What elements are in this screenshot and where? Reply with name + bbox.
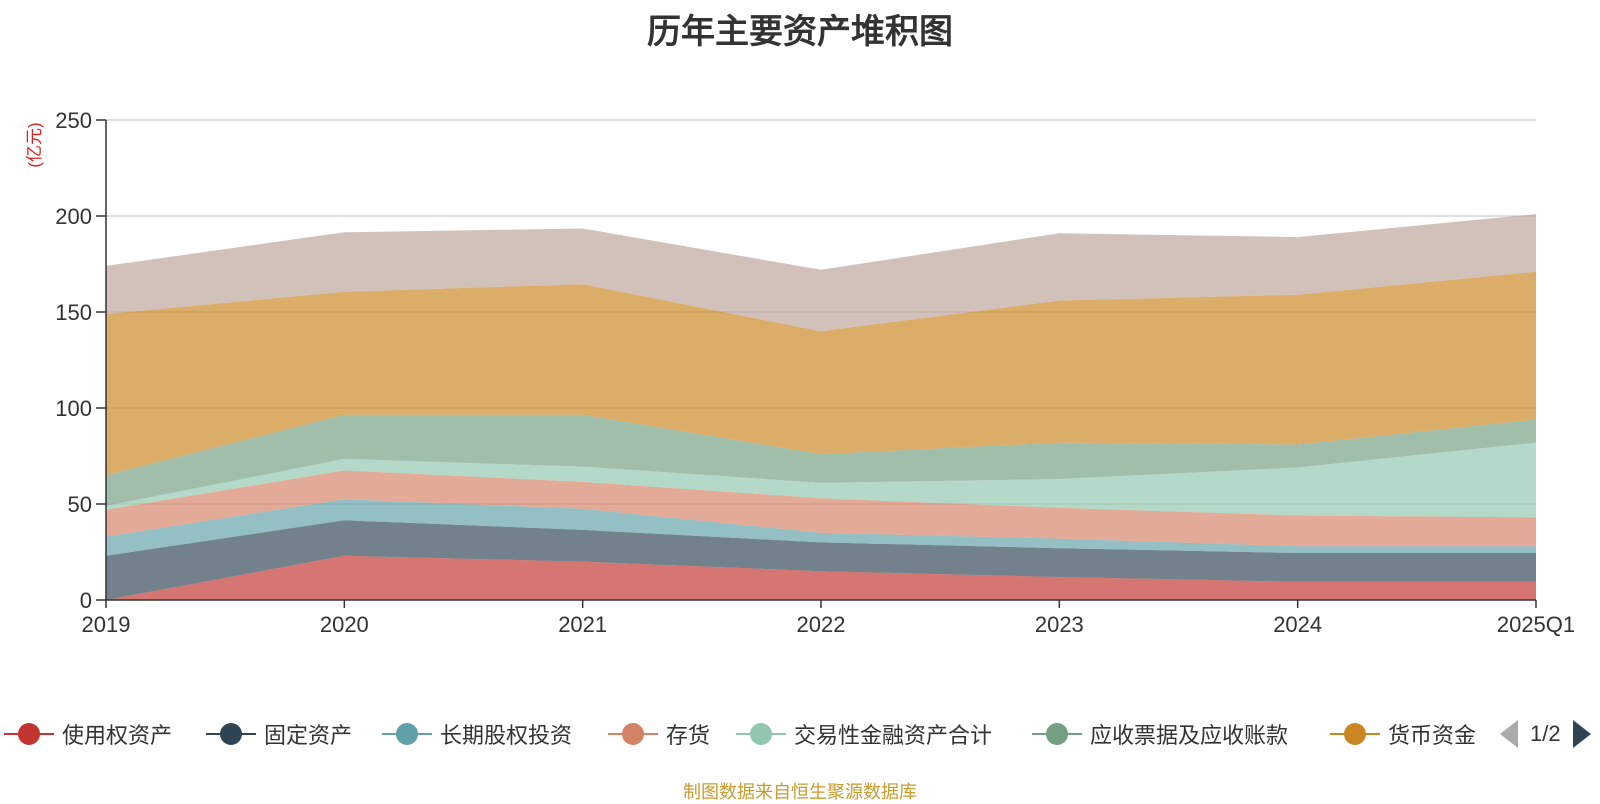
legend: 使用权资产 固定资产 长期股权投资 存货 交易性金融资产合计 应收票据及应收账款 货币资金 1…: [0, 716, 1600, 752]
area-series-1[interactable]: [106, 520, 1536, 600]
y-tick-label: 250: [55, 108, 92, 133]
legend-label: 固定资产: [264, 723, 353, 748]
x-tick-label: 2025Q1: [1497, 612, 1575, 637]
x-tick-label: 2021: [558, 612, 607, 637]
legend-pager: 1/2: [1500, 716, 1591, 752]
y-tick-label: 100: [55, 396, 92, 421]
legend-label: 交易性金融资产合计: [794, 723, 993, 748]
stacked-area-chart: 0 50 100 150 200 250 2019 2020 2021 2022 2023 2024 2…: [25, 108, 1575, 637]
legend-marker-icon: [736, 723, 786, 745]
legend-marker-icon: [608, 723, 658, 745]
legend-label: 货币资金: [1388, 723, 1477, 748]
chart-title: 历年主要资产堆积图: [647, 13, 953, 51]
legend-marker-icon: [1032, 723, 1082, 745]
area-layer: [106, 214, 1536, 600]
legend-page-indicator: 1/2: [1530, 721, 1561, 746]
area-series-7[interactable]: [106, 214, 1536, 332]
area-series-6[interactable]: [106, 271, 1536, 476]
area-series-4[interactable]: [106, 442, 1536, 518]
legend-item[interactable]: 货币资金: [1330, 716, 1476, 752]
area-series-2[interactable]: [106, 499, 1536, 556]
legend-label: 使用权资产: [62, 723, 173, 748]
axis-layer: 0 50 100 150 200 250 2019 2020 2021 2022 2023 2024 2…: [55, 108, 1575, 637]
legend-marker-icon: [382, 723, 432, 745]
legend-label: 应收票据及应收账款: [1090, 723, 1289, 748]
area-series-5[interactable]: [106, 414, 1536, 506]
legend-item[interactable]: 存货: [608, 716, 710, 752]
legend-item[interactable]: 固定资产: [206, 716, 352, 752]
y-tick-label: 200: [55, 204, 92, 229]
legend-label: 长期股权投资: [440, 723, 573, 748]
legend-next-page-icon[interactable]: [1572, 720, 1591, 748]
legend-marker-icon: [1330, 723, 1380, 745]
x-tick-label: 2023: [1035, 612, 1084, 637]
y-tick-label: 150: [55, 300, 92, 325]
legend-label: 存货: [666, 723, 711, 748]
x-tick-label: 2022: [797, 612, 846, 637]
legend-item[interactable]: 应收票据及应收账款: [1032, 716, 1288, 752]
y-axis-unit-label: (亿元): [25, 122, 44, 167]
x-tick-label: 2024: [1273, 612, 1322, 637]
area-series-0[interactable]: [106, 555, 1536, 600]
x-tick-label: 2019: [82, 612, 131, 637]
legend-item[interactable]: 交易性金融资产合计: [736, 716, 992, 752]
y-tick-label: 50: [68, 492, 92, 517]
area-series-3[interactable]: [106, 470, 1536, 547]
y-tick-label: 0: [80, 588, 92, 613]
legend-marker-icon: [206, 723, 256, 745]
legend-item[interactable]: 长期股权投资: [382, 716, 572, 752]
legend-item[interactable]: 使用权资产: [4, 716, 172, 752]
source-note: 制图数据来自恒生聚源数据库: [683, 782, 917, 802]
legend-marker-icon: [4, 723, 54, 745]
x-tick-label: 2020: [320, 612, 369, 637]
legend-prev-page-icon[interactable]: [1500, 720, 1518, 748]
